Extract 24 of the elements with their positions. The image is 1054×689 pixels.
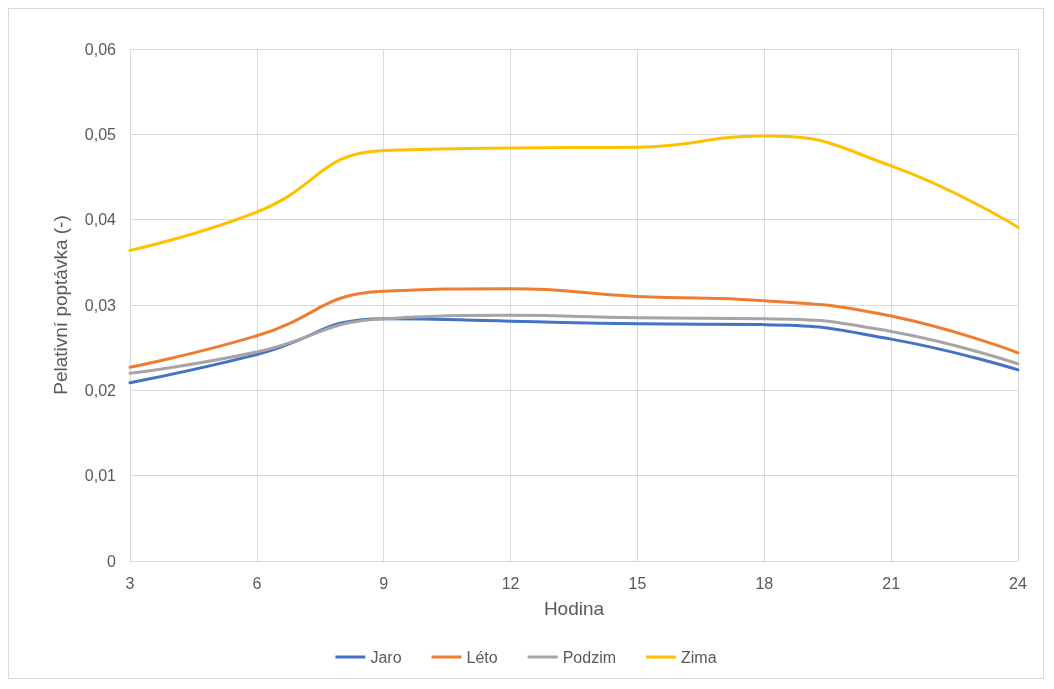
legend-label: Podzim <box>562 648 617 666</box>
x-tick-label: 6 <box>252 574 262 592</box>
y-tick-label: 0,02 <box>84 381 117 399</box>
y-axis-title: Pelativní poptávka (-) <box>50 215 71 395</box>
y-tick-label: 0,01 <box>84 467 117 485</box>
y-tick-label: 0,05 <box>84 125 117 143</box>
y-tick-label: 0,06 <box>84 40 117 58</box>
x-tick-label: 15 <box>628 574 647 592</box>
x-tick-label: 12 <box>501 574 520 592</box>
line-series <box>128 134 1020 252</box>
x-tick-label: 24 <box>1009 574 1027 592</box>
x-tick-label: 18 <box>755 574 774 592</box>
y-tick-label: 0 <box>107 552 117 570</box>
legend-label: Léto <box>466 648 498 666</box>
x-tick-label: 9 <box>379 574 389 592</box>
legend-label: Jaro <box>370 648 402 666</box>
line-series <box>128 287 1020 369</box>
y-tick-label: 0,04 <box>84 211 117 229</box>
line-series <box>128 313 1020 375</box>
x-tick-label: 21 <box>882 574 901 592</box>
x-tick-label: 3 <box>125 574 135 592</box>
x-axis-title: Hodina <box>543 598 605 619</box>
legend-label: Zima <box>681 648 717 666</box>
y-tick-label: 0,03 <box>84 296 117 314</box>
